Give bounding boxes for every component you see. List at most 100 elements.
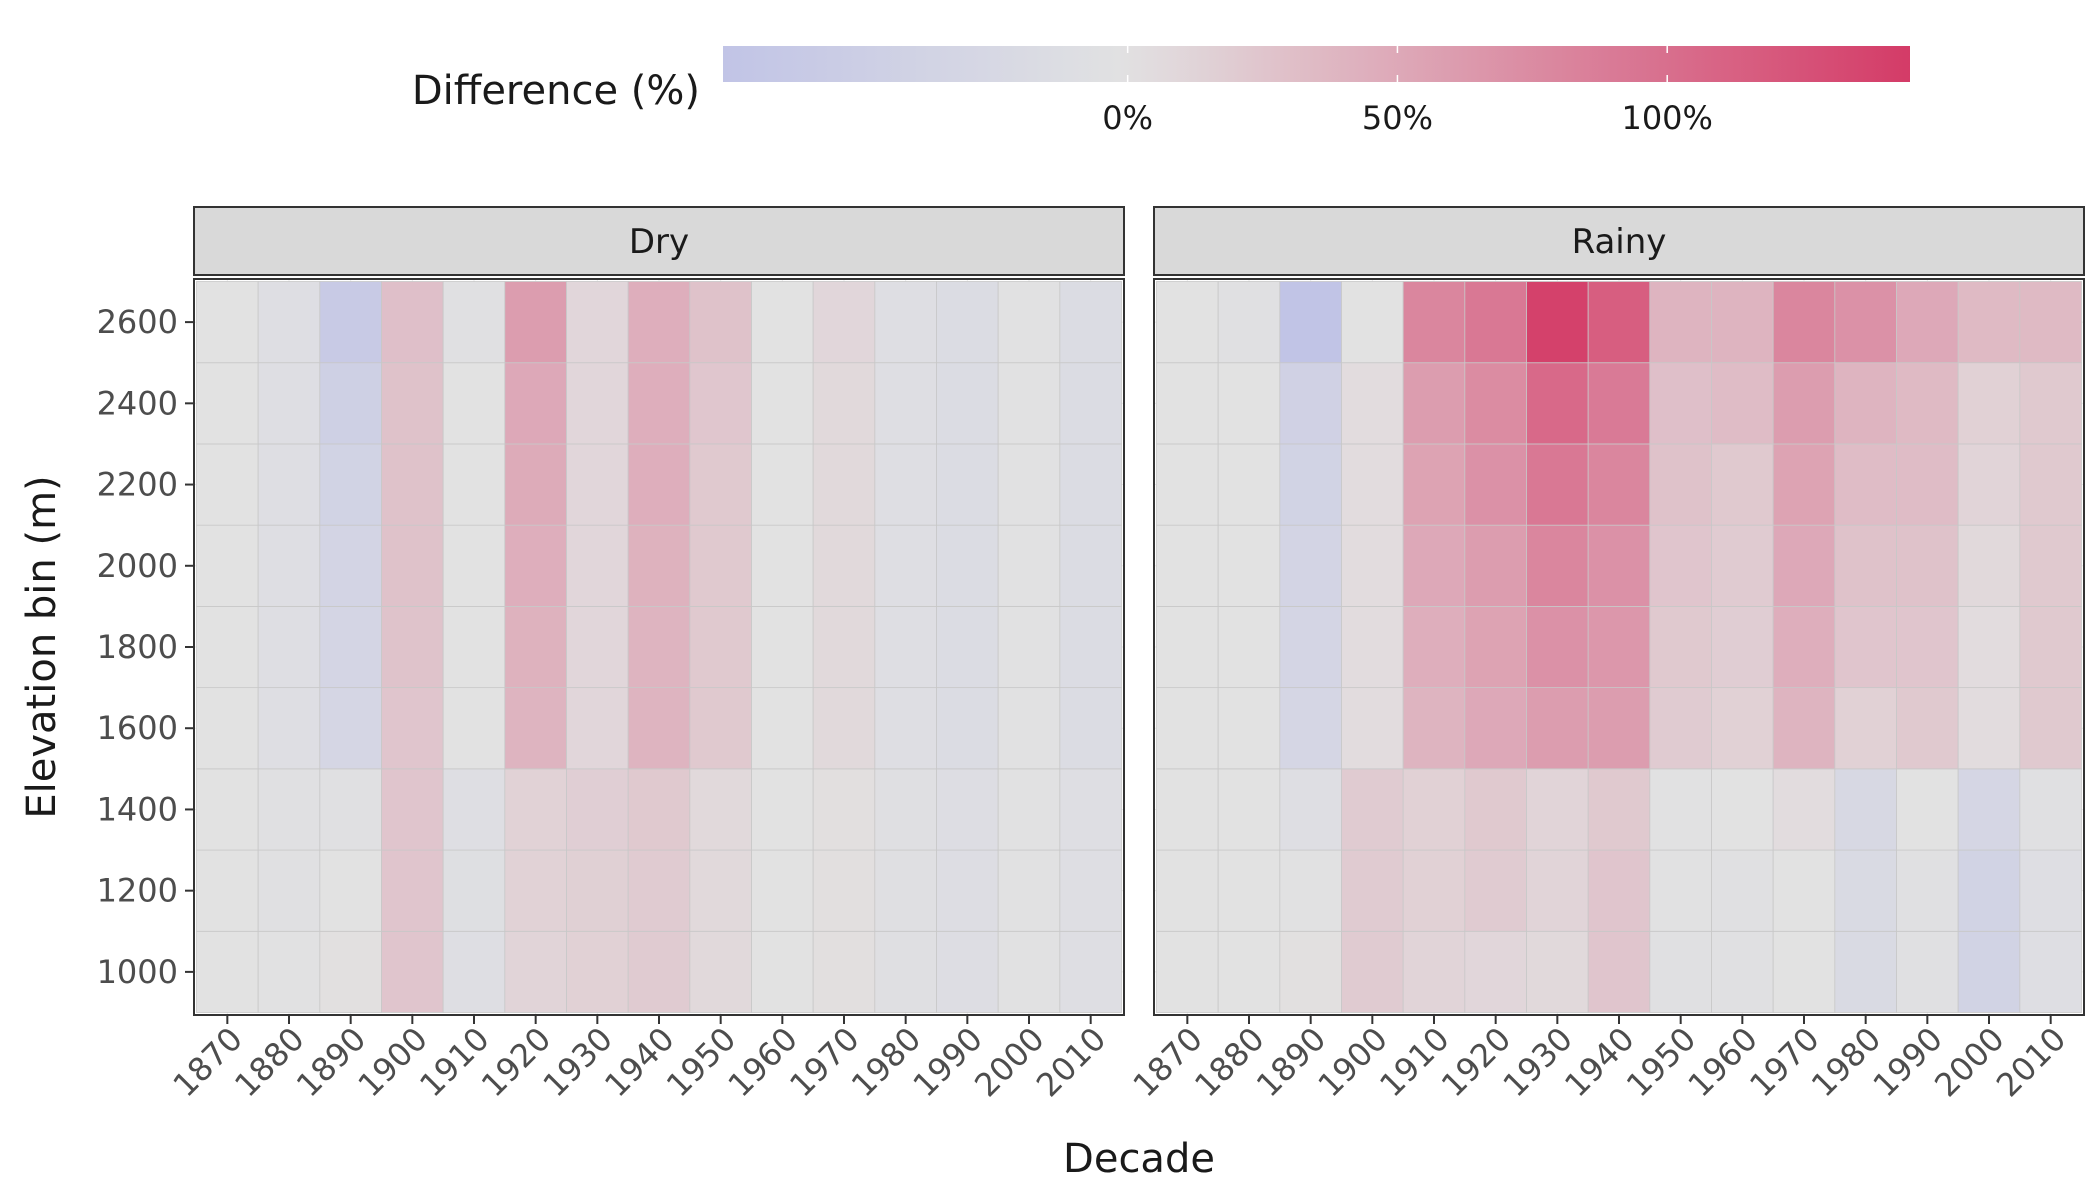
heatmap-cell [319,605,382,689]
heatmap-cell [1217,605,1281,689]
x-tick-label: 2010 [1989,1020,2073,1104]
heatmap-cell [751,930,814,1013]
heatmap-cell [257,524,321,607]
heatmap-cell [812,362,876,445]
x-tick-label: 1940 [597,1020,681,1104]
y-tick-label: 2400 [97,384,178,422]
heatmap-cell [1402,687,1466,770]
heatmap-cell [442,930,506,1013]
panel-rainy: Rainy 18701880189019001910192019301940195… [1126,206,2085,1104]
heatmap-cell [627,930,691,1013]
heatmap-cell [1279,687,1342,770]
x-tick-label: 1890 [1249,1020,1333,1104]
heatmap-cell [504,281,567,364]
heatmap-cell [442,849,506,932]
heatmap-cell [257,281,321,364]
heatmap-cell [1059,281,1122,364]
heatmap-cell [1156,443,1219,526]
heatmap-cell [1526,362,1589,445]
heatmap-cell [196,768,259,851]
heatmap-cell [1587,443,1651,526]
heatmap-cell [1649,768,1712,851]
heatmap-cell [1957,281,2021,364]
heatmap-cell [1711,768,1774,851]
heatmap-cell [319,849,382,932]
y-tick-label: 2600 [97,303,178,341]
heatmap-cell [1711,362,1774,445]
y-tick-label: 1400 [97,790,178,828]
heatmap-cell [381,281,444,364]
heatmap-cell [1772,524,1836,607]
heatmap-cell [689,443,752,526]
heatmap-cell [1649,524,1712,607]
legend-title: Difference (%) [412,68,700,114]
heatmap-cell [2019,930,2082,1013]
x-tick-label: 1960 [721,1020,805,1104]
heatmap-cell [1526,768,1589,851]
heatmap-cell [1957,362,2021,445]
heatmap-cell [1279,443,1342,526]
heatmap-cell [1834,281,1897,364]
heatmap-cell [751,362,814,445]
heatmap-cell [196,605,259,689]
heatmap-cell [689,849,752,932]
y-tick-label: 1200 [97,872,178,910]
heatmap-cell [751,443,814,526]
heatmap-cell [504,687,567,770]
heatmap-cell [566,930,629,1013]
heatmap-cell [1587,605,1651,689]
heatmap-cell [1957,443,2021,526]
legend-tick-label: 100% [1621,99,1712,137]
heatmap-cell [936,443,999,526]
heatmap-cell [997,930,1061,1013]
heatmap-cell [1587,930,1651,1013]
heatmap-cell [874,930,937,1013]
heatmap-cell [1957,524,2021,607]
heatmap-cell [627,443,691,526]
heatmap-cell [751,687,814,770]
heatmap-cell [2019,362,2082,445]
heatmap-cell [1711,687,1774,770]
heatmap-cell [812,768,876,851]
heatmap-cell [936,362,999,445]
heatmap-cell [1587,687,1651,770]
heatmap-cell [997,687,1061,770]
y-tick-label: 1000 [97,953,178,991]
heatmap-cell [1772,687,1836,770]
heatmap-cell [689,281,752,364]
legend-colorbar [723,46,1910,82]
heatmap-cell [1834,849,1897,932]
heatmap-cell [257,768,321,851]
heatmap-cell [442,362,506,445]
heatmap-cell [1649,687,1712,770]
heatmap-cell [1587,524,1651,607]
heatmap-cell [1156,849,1219,932]
heatmap-cell [1217,930,1281,1013]
heatmap-cell [504,605,567,689]
y-tick-label: 1800 [97,628,178,666]
heatmap-cell [1279,849,1342,932]
heatmap-cell [566,443,629,526]
heatmap-cell [874,605,937,689]
heatmap-cell [504,849,567,932]
heatmap-cell [936,281,999,364]
heatmap-cell [997,281,1061,364]
heatmap-cell [874,443,937,526]
heatmap-cell [566,524,629,607]
heatmap-cell [1896,524,1959,607]
heatmap-cell [1341,605,1404,689]
x-tick-label: 2000 [967,1020,1051,1104]
x-tick-label: 1920 [1434,1020,1518,1104]
heatmap-cell [1156,281,1219,364]
heatmap-cell [1059,362,1122,445]
heatmap-cell [627,362,691,445]
heatmap-cell [319,443,382,526]
heatmap-cell [1217,687,1281,770]
y-axis-title: Elevation bin (m) [19,475,65,818]
heatmap-cell [257,443,321,526]
heatmap-cell [2019,443,2082,526]
heatmap-cell [812,281,876,364]
heatmap-cell [1341,687,1404,770]
heatmap-cell [689,687,752,770]
